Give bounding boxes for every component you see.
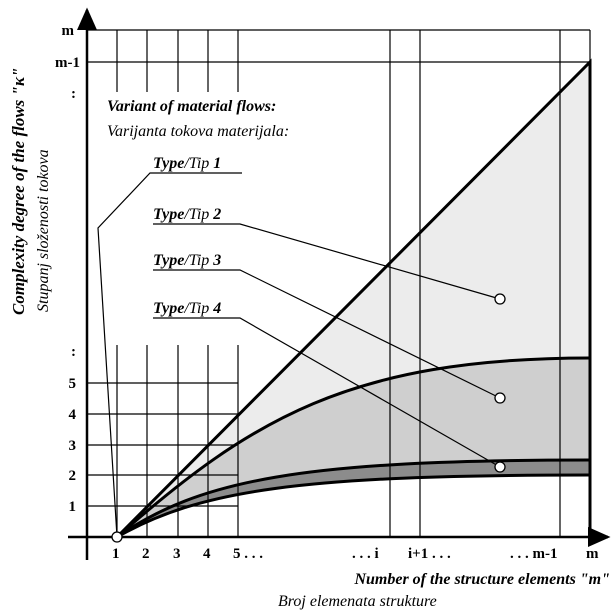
y-tick: 5 xyxy=(69,376,77,392)
type-label-part: /Tip xyxy=(183,155,209,172)
type-label: Type/Tip 1 xyxy=(153,155,221,172)
type-1-curve xyxy=(115,58,592,539)
y-tick: 2 xyxy=(69,468,77,484)
legend-title: Variant of material flows: xyxy=(107,98,276,115)
x-axis-title: Number of the structure elements "m" xyxy=(353,571,610,588)
type-label-part: /Tip xyxy=(183,206,209,223)
grid xyxy=(87,29,591,537)
y-tick: 4 xyxy=(69,407,77,423)
type-4-area xyxy=(117,475,590,537)
x-tick: 5 . . . xyxy=(233,546,263,562)
markers xyxy=(111,293,506,543)
type-label: Type/Tip 4 xyxy=(153,300,221,317)
type-label-part: 3 xyxy=(212,252,221,269)
type-label: Type/Tip 2 xyxy=(153,206,221,223)
type-label: Type/Tip 3 xyxy=(153,252,221,269)
type-label-part: Type xyxy=(153,252,184,269)
type-label-part: /Tip xyxy=(183,252,209,269)
type-label-part: Type xyxy=(153,300,184,317)
y-ticks: m m-1 : : 5 4 3 2 1 xyxy=(55,23,80,515)
legend-subtitle: Varijanta tokova materijala: xyxy=(107,123,289,140)
x-axis-subtitle: Broj elemenata strukture xyxy=(278,593,437,610)
x-tick: i+1 . . . xyxy=(408,546,451,562)
x-tick: 1 xyxy=(112,546,120,562)
x-tick: m xyxy=(586,546,599,562)
y-tick: 3 xyxy=(69,438,77,454)
y-tick: m-1 xyxy=(55,55,80,71)
type-2-curve xyxy=(116,356,591,539)
type-4-curve xyxy=(116,473,591,539)
x-ticks: 1 2 3 4 5 . . . . . . i i+1 . . . . . . … xyxy=(112,546,599,562)
y-axis-title: Complexity degree of the flows "κ" xyxy=(9,68,28,315)
type-3-curve xyxy=(116,458,591,539)
type-label-part: 4 xyxy=(212,300,221,317)
type-label-part: Type xyxy=(153,206,184,223)
y-tick: : xyxy=(71,86,76,102)
type-label-part: /Tip xyxy=(183,300,209,317)
y-tick: : xyxy=(71,344,76,360)
x-tick: . . . m-1 xyxy=(510,546,558,562)
x-tick: 4 xyxy=(203,546,211,562)
x-tick: . . . i xyxy=(352,546,379,562)
x-tick: 3 xyxy=(173,546,181,562)
y-tick: m xyxy=(62,23,75,39)
x-tick: 2 xyxy=(142,546,150,562)
y-tick: 1 xyxy=(69,499,77,515)
type-label-part: Type xyxy=(153,155,184,172)
type-label-part: 2 xyxy=(212,206,221,223)
type-label-part: 1 xyxy=(213,155,221,172)
leaders xyxy=(97,172,501,538)
y-axis-subtitle: Stupanj složenosti tokova xyxy=(35,149,52,312)
